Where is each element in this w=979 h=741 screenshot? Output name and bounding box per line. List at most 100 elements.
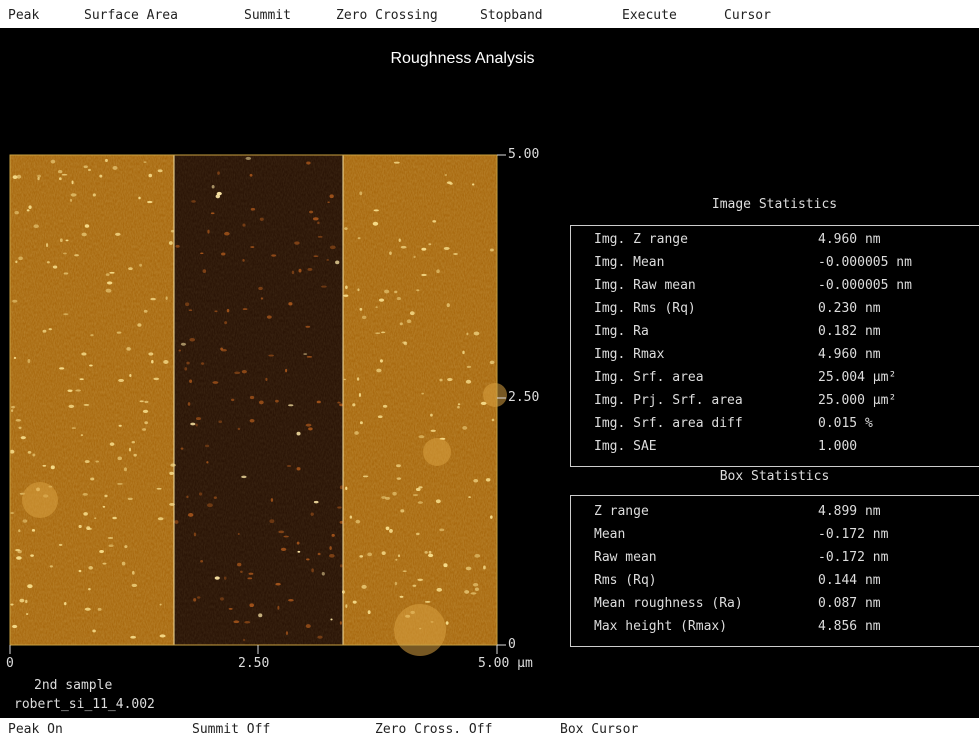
stat-label: Max height (Rmax) bbox=[594, 619, 727, 634]
particle bbox=[447, 378, 452, 381]
particle bbox=[158, 517, 164, 520]
particle bbox=[25, 600, 27, 603]
menu-item[interactable]: Surface Area bbox=[84, 8, 178, 23]
particle bbox=[446, 621, 449, 625]
particle bbox=[368, 610, 371, 614]
particle bbox=[15, 549, 20, 551]
particle bbox=[197, 596, 200, 598]
particle bbox=[399, 239, 401, 242]
particle bbox=[67, 390, 72, 392]
particle bbox=[317, 222, 319, 225]
particle bbox=[128, 498, 133, 500]
particle bbox=[329, 546, 331, 550]
particle bbox=[288, 599, 294, 601]
particle bbox=[99, 175, 102, 178]
particle bbox=[144, 310, 148, 313]
stat-label: Img. Srf. area bbox=[594, 370, 704, 385]
grain-patch bbox=[22, 482, 58, 518]
particle bbox=[10, 603, 13, 605]
stat-label: Img. Prj. Srf. area bbox=[594, 393, 743, 408]
particle bbox=[118, 379, 124, 382]
particle bbox=[474, 332, 480, 336]
particle bbox=[306, 624, 311, 628]
particle bbox=[340, 485, 344, 489]
menu-item[interactable]: Peak bbox=[8, 8, 39, 23]
image-stats-heading: Image Statistics bbox=[570, 197, 979, 212]
particle bbox=[137, 323, 141, 327]
particle bbox=[175, 245, 179, 248]
grain-patch bbox=[423, 438, 451, 466]
particle bbox=[363, 475, 368, 477]
particle bbox=[345, 604, 347, 608]
menu-item[interactable]: Summit bbox=[244, 8, 291, 23]
particle bbox=[359, 393, 361, 397]
particle bbox=[268, 355, 274, 357]
particle bbox=[350, 515, 352, 518]
particle bbox=[90, 334, 93, 336]
particle bbox=[362, 316, 366, 319]
particle bbox=[220, 597, 224, 600]
particle bbox=[429, 551, 432, 554]
particle bbox=[343, 295, 348, 297]
particle bbox=[189, 380, 192, 383]
box-texture bbox=[174, 155, 343, 645]
particle bbox=[75, 389, 80, 391]
particle bbox=[413, 494, 418, 496]
status-item: Box Cursor bbox=[560, 722, 638, 737]
particle bbox=[212, 185, 215, 189]
particle bbox=[74, 254, 79, 256]
particle bbox=[142, 428, 146, 431]
sample-label: 2nd sample bbox=[34, 678, 112, 693]
stat-label: Z range bbox=[594, 504, 649, 519]
stat-value: 4.856 nm bbox=[818, 619, 881, 634]
particle bbox=[122, 562, 126, 566]
status-bar: Peak OnSummit OffZero Cross. OffBox Curs… bbox=[0, 718, 979, 741]
particle bbox=[43, 330, 47, 333]
particle bbox=[311, 512, 314, 515]
particle bbox=[88, 169, 91, 171]
y-label: 2.50 bbox=[508, 390, 539, 405]
stat-label: Rms (Rq) bbox=[594, 573, 657, 588]
particle bbox=[466, 567, 472, 571]
menu-item[interactable]: Cursor bbox=[724, 8, 771, 23]
particle bbox=[27, 584, 32, 588]
particle bbox=[124, 545, 127, 548]
particle bbox=[413, 256, 415, 259]
particle bbox=[462, 426, 467, 430]
particle bbox=[112, 517, 117, 520]
particle bbox=[313, 217, 319, 220]
particle bbox=[28, 205, 31, 209]
particle bbox=[66, 239, 69, 241]
particle bbox=[147, 201, 153, 203]
particle bbox=[307, 268, 312, 271]
particle bbox=[234, 372, 240, 375]
particle bbox=[144, 161, 147, 163]
particle bbox=[14, 357, 16, 359]
particle bbox=[21, 436, 26, 439]
particle bbox=[153, 378, 159, 381]
menu-bar: Peak Surface Area Summit Zero Crossing Stopb… bbox=[0, 0, 979, 28]
particle bbox=[443, 563, 447, 567]
menu-item[interactable]: Stopband bbox=[480, 8, 543, 23]
particle bbox=[119, 425, 122, 427]
particle bbox=[47, 261, 50, 263]
particle bbox=[82, 233, 87, 237]
particle bbox=[317, 636, 322, 639]
particle bbox=[212, 381, 218, 384]
particle bbox=[250, 419, 255, 422]
particle bbox=[105, 159, 108, 162]
menu-item[interactable]: Execute bbox=[622, 8, 677, 23]
particle bbox=[94, 517, 96, 519]
particle bbox=[79, 570, 82, 572]
particle bbox=[247, 577, 252, 579]
particle bbox=[140, 400, 144, 402]
particle bbox=[148, 352, 153, 355]
particle bbox=[358, 237, 361, 239]
particle bbox=[16, 556, 22, 559]
particle bbox=[207, 230, 209, 234]
y-label: 0 bbox=[508, 637, 516, 652]
particle bbox=[344, 227, 348, 230]
stat-value: 0.015 % bbox=[818, 416, 873, 431]
particle bbox=[181, 447, 184, 449]
menu-item[interactable]: Zero Crossing bbox=[336, 8, 438, 23]
